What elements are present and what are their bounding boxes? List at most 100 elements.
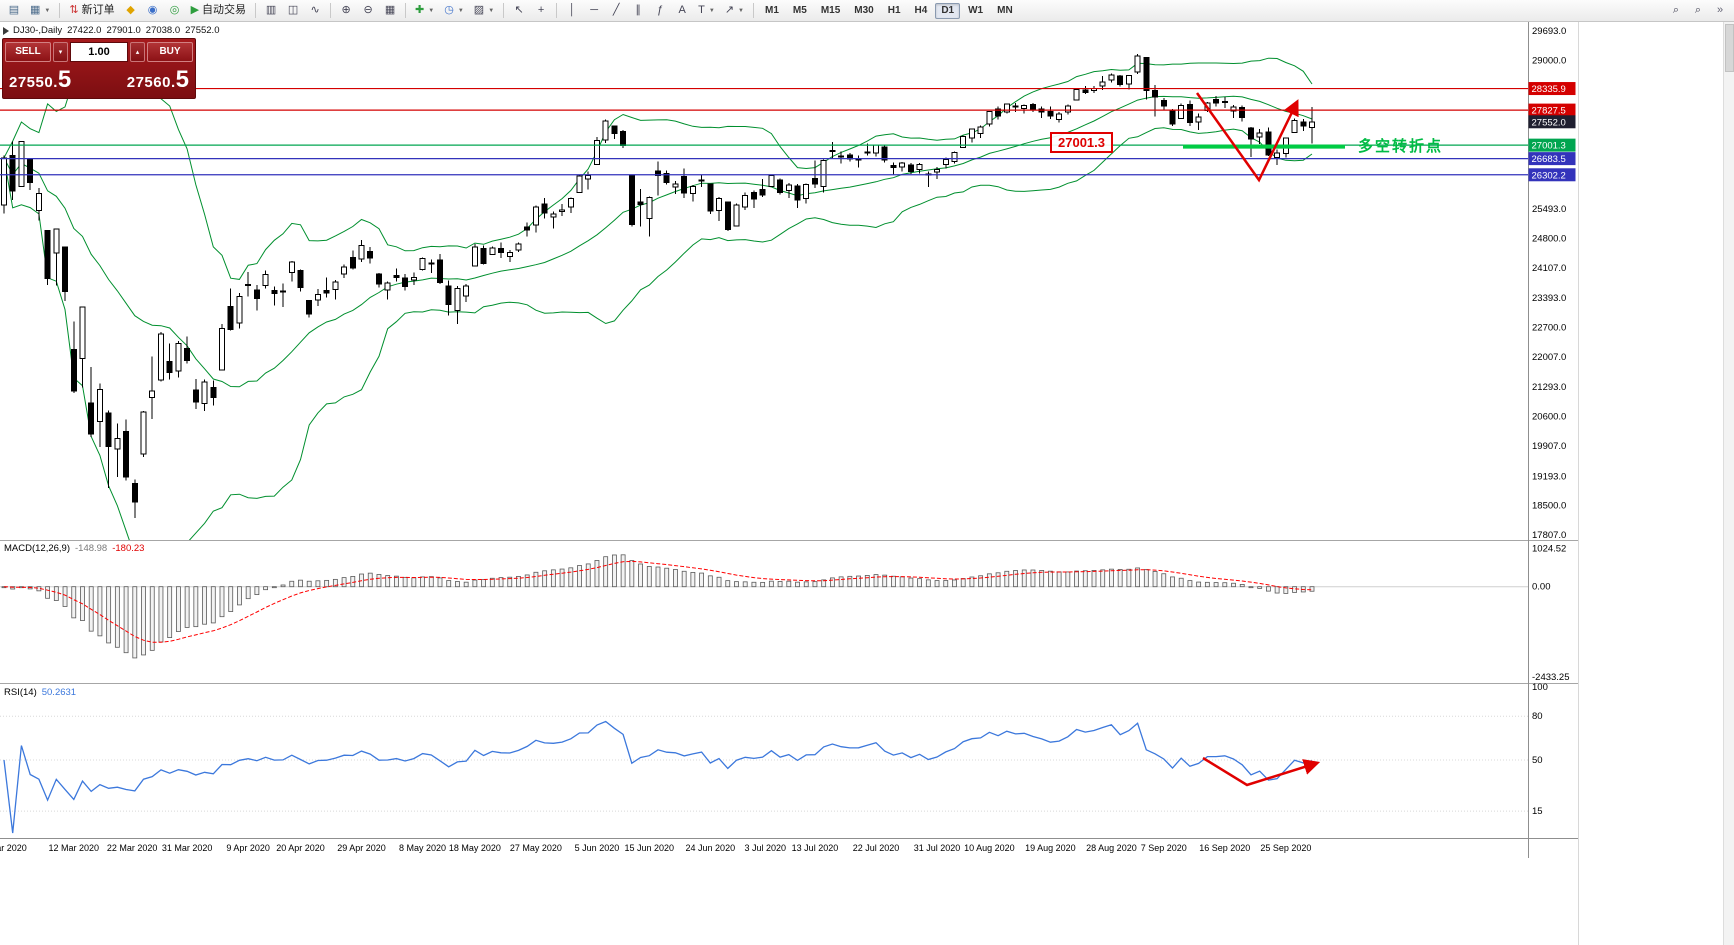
indicators-button[interactable]: ✚ ▼ (411, 2, 438, 20)
timeframe-m1[interactable]: M1 (759, 3, 785, 19)
svg-text:15: 15 (1532, 806, 1543, 817)
chevron-down-icon: ▼ (44, 7, 51, 14)
svg-text:27827.5: 27827.5 (1532, 106, 1566, 117)
trendline-icon[interactable]: ╱ (606, 2, 626, 20)
text-icon[interactable]: A (672, 2, 692, 20)
svg-text:1024.52: 1024.52 (1532, 544, 1566, 555)
new-order-button-label: 新订单 (81, 4, 115, 16)
templates-button[interactable]: ▨ ▼ (470, 2, 498, 20)
bollinger-bands (3, 57, 1313, 540)
svg-text:18 May 2020: 18 May 2020 (449, 843, 501, 853)
equidistant-channel-icon: ∥ (635, 4, 641, 16)
autotrading-button[interactable]: ▶ 自动交易 (187, 2, 250, 20)
search-zoom-icon[interactable]: ⌕ (1688, 2, 1708, 20)
crosshair-icon[interactable]: + (531, 2, 551, 20)
buy-price[interactable]: 27560. 5 (126, 65, 189, 93)
community-icon[interactable]: ◎ (165, 2, 185, 20)
timeframe-m30[interactable]: M30 (848, 3, 879, 19)
text-label-icon[interactable]: T ▼ (694, 2, 719, 20)
new-order-button[interactable]: ⇅ 新订单 (65, 2, 118, 20)
cursor-icon: ↖ (514, 4, 524, 16)
bar-chart-icon: ▥ (265, 4, 277, 16)
timeframe-w1[interactable]: W1 (962, 3, 989, 19)
axis-price-badge (1528, 115, 1576, 129)
chart-profiles-icon[interactable]: ▦ ▼ (26, 2, 54, 20)
svg-text:24107.0: 24107.0 (1532, 263, 1566, 274)
bar-chart-icon[interactable]: ▥ (261, 2, 281, 20)
rsi-name: RSI(14) (4, 687, 37, 698)
new-chart-icon: ▤ (8, 4, 20, 16)
price-axis[interactable]: 29693.029000.028307.027614.026921.026228… (1528, 26, 1576, 817)
trendline-icon: ╱ (612, 4, 620, 16)
vertical-scrollbar[interactable] (1723, 22, 1734, 945)
turning-point-label[interactable]: 多空转折点 (1358, 138, 1444, 155)
arrows-icon[interactable]: ↗ ▼ (721, 2, 748, 20)
indicators-button: ✚ (415, 4, 425, 16)
timeframe-h4[interactable]: H4 (909, 3, 934, 19)
quick-trade-toggle-icon[interactable] (3, 27, 9, 35)
symbol-info: DJ30-,Daily 27422.0 27901.0 27038.0 27552.0 (13, 25, 224, 36)
toolbar-separator (503, 3, 505, 18)
toolbar-separator (59, 3, 61, 18)
zoom-in-icon[interactable]: ⊕ (336, 2, 356, 20)
candlestick-chart-icon: ◫ (287, 4, 299, 16)
svg-text:24800.0: 24800.0 (1532, 233, 1566, 244)
candlestick-chart-icon[interactable]: ◫ (283, 2, 303, 20)
rsi-reversal-arrow[interactable] (1202, 756, 1321, 787)
svg-text:26683.5: 26683.5 (1532, 154, 1566, 165)
svg-text:31 Jul 2020: 31 Jul 2020 (914, 843, 961, 853)
timeframe-m5[interactable]: M5 (787, 3, 813, 19)
axis-price-badge (1528, 152, 1576, 166)
macd-histogram (0, 554, 1528, 659)
autotrading-button-label: 自动交易 (202, 4, 247, 16)
main-toolbar: ▤ ▦ ▼ ⇅ 新订单 ◆ ◉ ◎ ▶ 自动交易 ▥ ◫ ∿ ⊕ ⊖ ▦ ✚ ▼ ◷ ▼ ▨ ▼ ↖ + │ ─ ╱ ∥ ƒ A T ▼ ↗ ▼ M… (0, 0, 1734, 22)
metaeditor-icon[interactable]: ◆ (121, 2, 141, 20)
svg-text:29000.0: 29000.0 (1532, 55, 1566, 66)
sell-price[interactable]: 27550. 5 (9, 65, 72, 93)
svg-text:22700.0: 22700.0 (1532, 323, 1566, 334)
new-chart-icon[interactable]: ▤ (4, 2, 24, 20)
fibonacci-icon[interactable]: ƒ (650, 2, 670, 20)
svg-text:29 Apr 2020: 29 Apr 2020 (337, 843, 386, 853)
sell-button[interactable]: SELL (5, 42, 51, 62)
timeframe-h1[interactable]: H1 (882, 3, 907, 19)
periods-button[interactable]: ◷ ▼ (440, 2, 468, 20)
volume-down-button[interactable]: ▾ (53, 42, 68, 62)
volume-up-button[interactable]: ▴ (130, 42, 145, 62)
cursor-icon[interactable]: ↖ (509, 2, 529, 20)
search-symbol-icon[interactable]: ⌕ (1666, 2, 1686, 20)
svg-text:2 Mar 2020: 2 Mar 2020 (0, 843, 27, 853)
arrows-icon: ↗ (724, 4, 735, 16)
market-watch-icon: ◉ (147, 4, 158, 16)
timeframe-m15[interactable]: M15 (815, 3, 846, 19)
line-chart-icon[interactable]: ∿ (305, 2, 325, 20)
price-reversal-arrow[interactable] (1195, 92, 1299, 183)
timeframe-mn[interactable]: MN (991, 3, 1019, 19)
panel-borders (0, 22, 1579, 945)
tile-windows-icon[interactable]: ▦ (380, 2, 400, 20)
text-icon: A (678, 4, 686, 16)
macd-signal-line (3, 560, 1313, 643)
vertical-line-icon[interactable]: │ (562, 2, 582, 20)
market-watch-icon[interactable]: ◉ (143, 2, 163, 20)
axis-price-badge (1528, 168, 1576, 182)
svg-text:19193.0: 19193.0 (1532, 471, 1566, 482)
volume-input[interactable]: 1.00 (70, 42, 128, 62)
ohlc-high: 27901.0 (106, 25, 141, 36)
horizontal-level-lines[interactable] (0, 87, 1528, 176)
search-symbol-icon: ⌕ (1672, 4, 1680, 16)
zoom-out-icon[interactable]: ⊖ (358, 2, 378, 20)
price-annotation-box[interactable]: 27001.3 (1050, 132, 1113, 153)
horizontal-line-icon[interactable]: ─ (584, 2, 604, 20)
svg-text:29693.0: 29693.0 (1532, 26, 1566, 37)
scrollbar-thumb[interactable] (1725, 24, 1734, 72)
equidistant-channel-icon[interactable]: ∥ (628, 2, 648, 20)
chevron-down-icon: ▼ (457, 7, 464, 14)
toolbar-overflow-icon[interactable]: » (1710, 2, 1730, 20)
timeframe-d1[interactable]: D1 (935, 2, 961, 19)
line-chart-icon: ∿ (310, 4, 320, 16)
toolbar-separator (556, 3, 558, 18)
buy-button[interactable]: BUY (147, 42, 193, 62)
date-axis[interactable]: 2 Mar 2020 12 Mar 2020 22 Mar 2020 31 Mar 2… (0, 843, 1311, 853)
